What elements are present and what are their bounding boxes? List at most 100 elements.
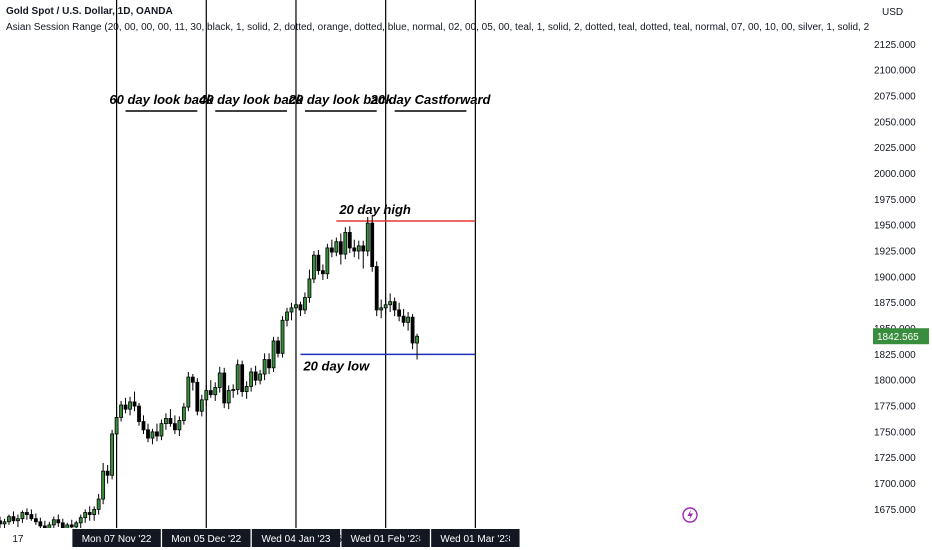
date-marker-tag xyxy=(251,529,341,547)
candle xyxy=(401,308,406,327)
candle-body xyxy=(406,316,410,323)
date-marker-label: Wed 04 Jan '23 xyxy=(261,534,330,545)
price-tick-label: 2050.000 xyxy=(874,117,916,128)
candle xyxy=(356,240,361,260)
candle xyxy=(392,297,397,317)
date-marker-tag xyxy=(431,529,520,547)
candle-body xyxy=(303,297,307,311)
level-label: 20 day low xyxy=(302,358,370,373)
candle-body xyxy=(253,371,258,381)
candle-body xyxy=(96,498,101,510)
candle xyxy=(374,261,379,317)
period-title: 20 day look back xyxy=(288,92,394,107)
candle xyxy=(271,336,276,372)
time-tick-label: 13 xyxy=(506,534,518,545)
candle-body xyxy=(2,521,7,525)
candle xyxy=(231,384,236,398)
candle-body xyxy=(329,247,334,253)
candle-body xyxy=(249,371,254,387)
candle xyxy=(298,301,303,317)
last-price-label: 1842.565 xyxy=(877,332,919,343)
candle-body xyxy=(262,359,267,375)
candle xyxy=(0,516,2,530)
candle xyxy=(303,292,307,315)
candle xyxy=(406,312,410,331)
candle xyxy=(204,385,209,407)
price-axis: USD 2125.000 2100.000 2075.000 2050.000 2025.… xyxy=(873,7,929,516)
candle xyxy=(186,371,191,412)
candle xyxy=(29,509,34,521)
candle-body xyxy=(87,512,92,515)
candle xyxy=(267,353,271,375)
candle xyxy=(329,239,334,258)
candle-body xyxy=(235,364,240,390)
date-marker-label: Mon 07 Nov '22 xyxy=(82,534,152,545)
candle xyxy=(312,251,316,284)
candle xyxy=(208,380,213,398)
candle-body xyxy=(410,316,415,344)
candle xyxy=(150,428,155,445)
candle xyxy=(33,513,38,525)
candle-body xyxy=(195,381,200,412)
candle xyxy=(280,316,285,358)
candle xyxy=(320,264,325,280)
time-tick-label: 16 xyxy=(331,534,343,545)
candle xyxy=(177,416,182,437)
candle-body xyxy=(181,406,186,421)
candle-body xyxy=(0,520,2,525)
candle-body xyxy=(298,304,303,311)
candle-body xyxy=(316,254,321,272)
alert-icon[interactable] xyxy=(682,507,698,523)
indicator-legend: Asian Session Range (20, 00, 00, 00, 11,… xyxy=(6,22,876,33)
candle-body xyxy=(51,519,56,526)
price-tick-label: 1700.000 xyxy=(874,479,916,490)
candle-body xyxy=(123,404,128,410)
candle-body xyxy=(222,372,227,404)
currency-label: USD xyxy=(882,7,903,18)
candle xyxy=(172,415,177,434)
candle xyxy=(334,237,339,257)
candle xyxy=(132,391,137,412)
price-tick-label: 1975.000 xyxy=(874,195,916,206)
candle xyxy=(25,508,29,520)
price-tick-label: 1750.000 xyxy=(874,427,916,438)
candle-body xyxy=(383,304,388,309)
price-tick-label: 1675.000 xyxy=(874,505,916,516)
candle-body xyxy=(56,519,61,524)
candle xyxy=(38,517,43,530)
price-tick-label: 2000.000 xyxy=(874,169,916,180)
candle-body xyxy=(7,516,11,523)
candle-body xyxy=(132,401,137,407)
candle xyxy=(285,307,289,327)
candle-body xyxy=(401,315,406,323)
candle-body xyxy=(78,517,83,524)
candle xyxy=(195,378,200,416)
candle xyxy=(83,509,88,523)
candle-body xyxy=(190,376,195,383)
price-tick-label: 1900.000 xyxy=(874,272,916,283)
period-divider-lines xyxy=(115,0,476,528)
candle xyxy=(155,423,159,442)
candle-body xyxy=(101,470,106,500)
candle xyxy=(181,402,186,425)
price-axis-panel xyxy=(870,0,932,550)
last-price-tag xyxy=(873,328,929,345)
candle xyxy=(383,297,388,316)
candle xyxy=(235,359,240,395)
candle-body xyxy=(119,404,123,418)
candle xyxy=(119,400,123,422)
date-marker-label: Wed 01 Mar '23 xyxy=(440,534,511,545)
candle xyxy=(123,397,128,414)
candle xyxy=(258,369,263,385)
candle-body xyxy=(415,335,419,344)
candle xyxy=(168,409,173,427)
date-marker-label: Mon 05 Dec '22 xyxy=(171,534,241,545)
price-tick-label: 2025.000 xyxy=(874,143,916,154)
price-tick-label: 1925.000 xyxy=(874,247,916,258)
candle xyxy=(213,382,218,401)
candle-body xyxy=(208,390,213,396)
price-tick-label: 1825.000 xyxy=(874,350,916,361)
candle-body xyxy=(105,470,110,476)
